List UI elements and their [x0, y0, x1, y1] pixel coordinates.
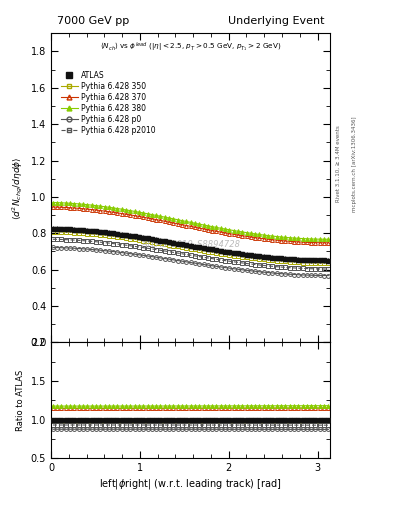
Pythia 6.428 380 [132, 208, 137, 215]
Pythia 6.428 370 [326, 240, 331, 246]
Pythia 6.428 p0 [193, 260, 197, 266]
Y-axis label: $\langle d^2 N_{chg}/d\eta d\phi \rangle$: $\langle d^2 N_{chg}/d\eta d\phi \rangle… [10, 156, 25, 220]
Pythia 6.428 350 [51, 229, 55, 235]
Pythia 6.428 p0 [51, 244, 55, 250]
Line: Pythia 6.428 p0: Pythia 6.428 p0 [51, 246, 330, 278]
Text: ATLAS_2010_S8894728: ATLAS_2010_S8894728 [141, 239, 240, 248]
Text: 7000 GeV pp: 7000 GeV pp [57, 15, 129, 26]
Pythia 6.428 p2010 [287, 265, 292, 271]
Pythia 6.428 350 [287, 259, 292, 265]
Pythia 6.428 p2010 [132, 243, 137, 249]
Line: Pythia 6.428 370: Pythia 6.428 370 [51, 205, 330, 245]
Pythia 6.428 380 [287, 234, 292, 241]
Pythia 6.428 p0 [115, 249, 120, 255]
Pythia 6.428 350 [326, 260, 331, 266]
Pythia 6.428 p0 [132, 251, 137, 257]
Pythia 6.428 380 [326, 236, 331, 242]
Pythia 6.428 370 [193, 224, 197, 230]
Pythia 6.428 p2010 [193, 253, 197, 259]
Line: Pythia 6.428 380: Pythia 6.428 380 [51, 201, 330, 241]
Text: Rivet 3.1.10, ≥ 3.4M events: Rivet 3.1.10, ≥ 3.4M events [336, 125, 341, 202]
Pythia 6.428 370 [167, 219, 171, 225]
Pythia 6.428 p0 [326, 272, 331, 279]
Pythia 6.428 380 [51, 200, 55, 206]
Pythia 6.428 370 [318, 240, 322, 246]
Line: Pythia 6.428 p2010: Pythia 6.428 p2010 [51, 237, 330, 271]
Legend: ATLAS, Pythia 6.428 350, Pythia 6.428 370, Pythia 6.428 380, Pythia 6.428 p0, Py: ATLAS, Pythia 6.428 350, Pythia 6.428 37… [58, 68, 159, 138]
Pythia 6.428 350 [318, 260, 322, 266]
Pythia 6.428 p0 [318, 272, 322, 279]
Pythia 6.428 p2010 [318, 266, 322, 272]
Pythia 6.428 370 [51, 204, 55, 210]
Pythia 6.428 370 [287, 238, 292, 244]
X-axis label: left|$\phi$right| (w.r.t. leading track) [rad]: left|$\phi$right| (w.r.t. leading track)… [99, 477, 282, 492]
Pythia 6.428 p0 [287, 271, 292, 278]
Text: Underlying Event: Underlying Event [228, 15, 325, 26]
Pythia 6.428 380 [318, 236, 322, 242]
Pythia 6.428 370 [132, 212, 137, 219]
Line: Pythia 6.428 350: Pythia 6.428 350 [51, 230, 330, 265]
Pythia 6.428 350 [132, 236, 137, 242]
Pythia 6.428 p2010 [167, 249, 171, 255]
Pythia 6.428 350 [193, 246, 197, 252]
Pythia 6.428 p0 [167, 256, 171, 262]
Text: mcplots.cern.ch [arXiv:1306.3436]: mcplots.cern.ch [arXiv:1306.3436] [352, 116, 357, 211]
Pythia 6.428 p2010 [115, 241, 120, 247]
Pythia 6.428 380 [193, 220, 197, 226]
Pythia 6.428 350 [167, 242, 171, 248]
Pythia 6.428 380 [167, 215, 171, 221]
Pythia 6.428 350 [115, 234, 120, 240]
Text: $\langle N_{ch} \rangle$ vs $\phi^{lead}$ ($|\eta| < 2.5$, $p_T > 0.5$ GeV, $p_{: $\langle N_{ch} \rangle$ vs $\phi^{lead}… [100, 41, 281, 54]
Y-axis label: Ratio to ATLAS: Ratio to ATLAS [16, 370, 25, 431]
Pythia 6.428 p2010 [326, 266, 331, 272]
Pythia 6.428 370 [115, 210, 120, 216]
Pythia 6.428 p2010 [51, 236, 55, 242]
Pythia 6.428 380 [115, 205, 120, 211]
